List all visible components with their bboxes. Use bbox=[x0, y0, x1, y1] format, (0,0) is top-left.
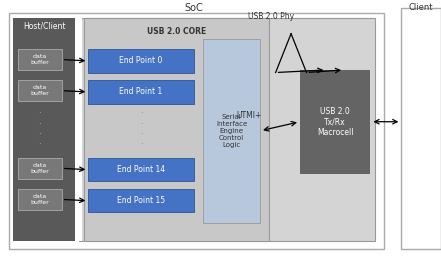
FancyBboxPatch shape bbox=[18, 189, 62, 210]
Text: USB 2.0
Tx/Rx
Macrocell: USB 2.0 Tx/Rx Macrocell bbox=[317, 107, 353, 137]
FancyBboxPatch shape bbox=[88, 80, 194, 104]
Text: data
buffer: data buffer bbox=[30, 163, 49, 174]
Text: data
buffer: data buffer bbox=[30, 54, 49, 65]
FancyBboxPatch shape bbox=[88, 49, 194, 73]
Text: End Point 0: End Point 0 bbox=[120, 56, 163, 65]
FancyBboxPatch shape bbox=[203, 39, 260, 223]
Text: End Point 14: End Point 14 bbox=[117, 165, 165, 174]
FancyBboxPatch shape bbox=[79, 18, 375, 241]
Text: SoC: SoC bbox=[185, 3, 203, 13]
Text: Serial
Interface
Engine
Control
Logic: Serial Interface Engine Control Logic bbox=[216, 114, 247, 148]
FancyBboxPatch shape bbox=[18, 80, 62, 101]
FancyBboxPatch shape bbox=[18, 49, 62, 70]
FancyBboxPatch shape bbox=[84, 18, 269, 241]
Text: Client: Client bbox=[409, 3, 434, 12]
FancyBboxPatch shape bbox=[88, 158, 194, 181]
Text: End Point 1: End Point 1 bbox=[120, 88, 163, 96]
FancyBboxPatch shape bbox=[88, 189, 194, 212]
FancyBboxPatch shape bbox=[68, 18, 82, 241]
FancyBboxPatch shape bbox=[401, 8, 441, 249]
Text: USB 2.0 Phy: USB 2.0 Phy bbox=[248, 12, 294, 21]
Text: ·
·
·
·: · · · · bbox=[38, 109, 41, 150]
Text: USB 2.0 CORE: USB 2.0 CORE bbox=[147, 27, 206, 35]
Text: ·
·
·
·: · · · · bbox=[140, 109, 142, 150]
FancyBboxPatch shape bbox=[13, 18, 75, 241]
FancyBboxPatch shape bbox=[18, 158, 62, 179]
Text: data
buffer: data buffer bbox=[30, 194, 49, 205]
Text: End Point 15: End Point 15 bbox=[117, 196, 165, 205]
Text: data
buffer: data buffer bbox=[30, 85, 49, 96]
Text: UTMI+: UTMI+ bbox=[236, 111, 262, 120]
Text: Host/Client: Host/Client bbox=[23, 21, 65, 30]
FancyBboxPatch shape bbox=[9, 13, 384, 249]
FancyBboxPatch shape bbox=[300, 70, 370, 174]
